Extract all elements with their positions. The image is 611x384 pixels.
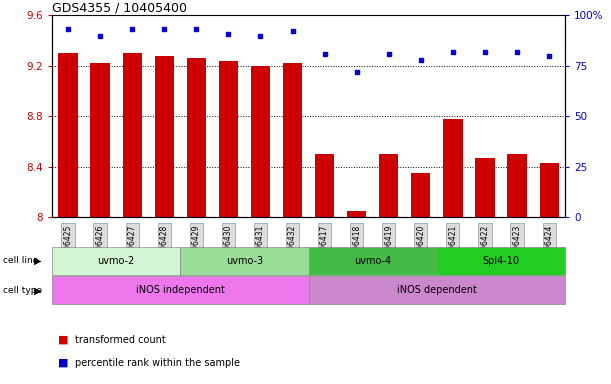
Bar bbox=[507, 154, 527, 217]
Bar bbox=[475, 158, 495, 217]
Bar bbox=[52, 247, 180, 275]
Text: ▶: ▶ bbox=[34, 285, 41, 295]
Text: ■: ■ bbox=[58, 335, 68, 345]
Bar bbox=[155, 56, 174, 217]
Bar bbox=[540, 163, 558, 217]
Bar bbox=[315, 154, 334, 217]
Text: uvmo-2: uvmo-2 bbox=[98, 256, 134, 266]
Text: percentile rank within the sample: percentile rank within the sample bbox=[75, 358, 240, 368]
Text: ■: ■ bbox=[58, 358, 68, 368]
Text: uvmo-4: uvmo-4 bbox=[354, 256, 391, 266]
Text: transformed count: transformed count bbox=[75, 335, 166, 345]
Text: ▶: ▶ bbox=[34, 256, 41, 266]
Text: GDS4355 / 10405400: GDS4355 / 10405400 bbox=[52, 1, 187, 14]
Bar bbox=[443, 119, 463, 217]
Text: uvmo-3: uvmo-3 bbox=[226, 256, 263, 266]
Bar bbox=[283, 63, 302, 217]
Bar bbox=[437, 247, 565, 275]
Bar bbox=[52, 276, 309, 304]
Bar bbox=[379, 154, 398, 217]
Bar bbox=[347, 211, 367, 217]
Text: cell type: cell type bbox=[3, 286, 42, 295]
Bar bbox=[180, 247, 309, 275]
Bar bbox=[309, 276, 565, 304]
Text: Spl4-10: Spl4-10 bbox=[483, 256, 519, 266]
Bar bbox=[411, 173, 430, 217]
Bar bbox=[59, 53, 78, 217]
Bar bbox=[122, 53, 142, 217]
Text: cell line: cell line bbox=[3, 256, 38, 265]
Bar bbox=[187, 58, 206, 217]
Text: iNOS dependent: iNOS dependent bbox=[397, 285, 477, 295]
Bar bbox=[90, 63, 110, 217]
Bar bbox=[219, 61, 238, 217]
Bar bbox=[309, 247, 437, 275]
Bar bbox=[251, 66, 270, 217]
Text: iNOS independent: iNOS independent bbox=[136, 285, 225, 295]
